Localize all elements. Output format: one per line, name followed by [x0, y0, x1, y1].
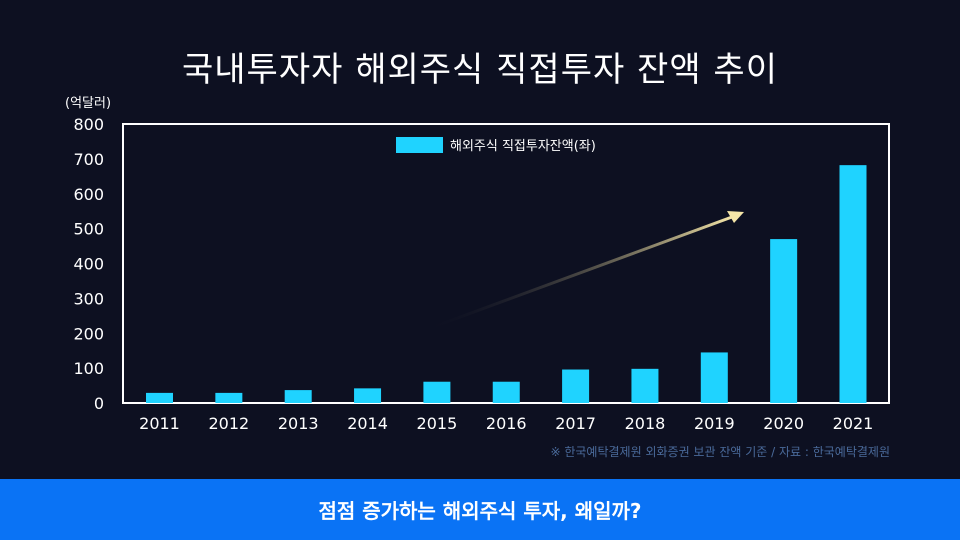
- x-tick-label: 2014: [347, 414, 388, 433]
- trend-arrow: [424, 211, 744, 332]
- x-tick-label: 2020: [763, 414, 804, 433]
- x-tick-label: 2012: [208, 414, 249, 433]
- y-axis-unit-label: (억달러): [65, 96, 111, 111]
- bar-2012: [215, 392, 243, 403]
- y-tick-label: 0: [94, 394, 104, 413]
- x-tick-label: 2011: [139, 414, 180, 433]
- x-tick-label: 2015: [417, 414, 458, 433]
- y-tick-label: 100: [73, 359, 104, 378]
- bar-2011: [146, 392, 173, 403]
- bar-2018: [631, 368, 659, 403]
- x-tick-label: 2017: [555, 414, 596, 433]
- y-tick-label: 500: [73, 220, 104, 239]
- source-footnote: ※ 한국예탁결제원 외화증권 보관 잔액 기준 / 자료 : 한국예탁결제원: [550, 445, 890, 459]
- bar-2017: [562, 369, 590, 403]
- y-tick-label: 200: [73, 324, 104, 343]
- y-tick-label: 400: [73, 255, 104, 274]
- y-tick-label: 600: [73, 185, 104, 204]
- x-tick-label: 2018: [625, 414, 666, 433]
- legend: 해외주식 직접투자잔액(좌): [396, 137, 596, 154]
- x-tick-label: 2019: [694, 414, 735, 433]
- trend-arrow-head: [727, 211, 744, 223]
- bar-2014: [354, 388, 382, 403]
- bar-2015: [423, 381, 451, 403]
- legend-label: 해외주식 직접투자잔액(좌): [450, 139, 596, 154]
- bar-2013: [284, 390, 312, 403]
- chart-title: 국내투자자 해외주식 직접투자 잔액 추이: [182, 50, 778, 90]
- bar-2019: [700, 352, 728, 403]
- y-tick-label: 300: [73, 289, 104, 308]
- bottom-banner: 점점 증가하는 해외주식 투자, 왜일까?: [0, 479, 960, 540]
- legend-swatch: [396, 137, 443, 153]
- x-tick-label: 2016: [486, 414, 527, 433]
- y-tick-label: 700: [73, 150, 104, 169]
- x-tick-label: 2013: [278, 414, 319, 433]
- trend-arrow-line: [424, 215, 733, 332]
- bar-2020: [770, 239, 798, 403]
- bar-2021: [839, 165, 867, 403]
- x-tick-label: 2021: [833, 414, 874, 433]
- bar-chart: (억달러) 0 100 200 300 400 500 600 700 800 2011 2012…: [65, 96, 890, 433]
- y-tick-label: 800: [73, 115, 104, 134]
- bar-2016: [492, 381, 520, 403]
